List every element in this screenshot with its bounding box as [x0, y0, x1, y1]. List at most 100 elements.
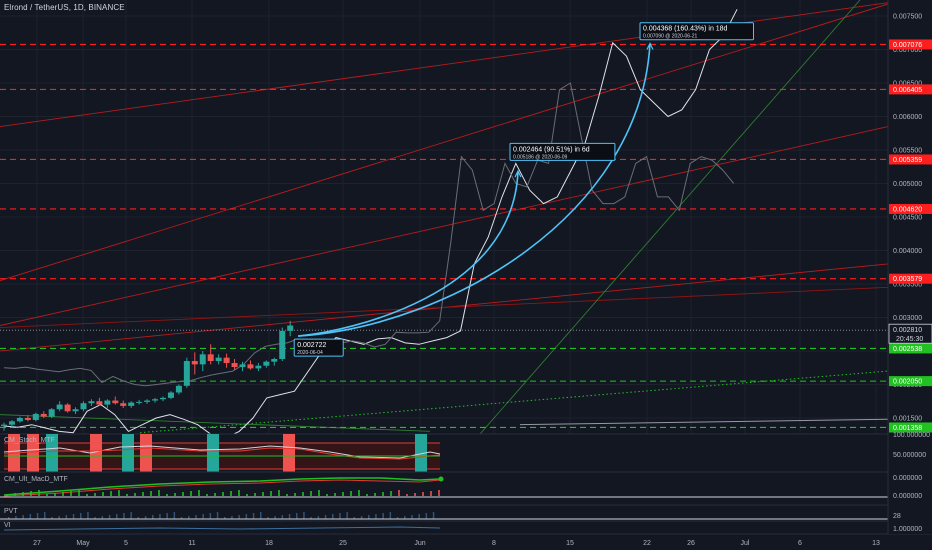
macd-hist — [14, 493, 16, 496]
candle-body — [167, 392, 174, 398]
candle — [40, 411, 47, 418]
candle-body — [271, 359, 278, 362]
projection-arrows — [298, 42, 654, 337]
candle-body — [64, 404, 71, 412]
macd-hist — [166, 494, 168, 496]
macd-hist — [198, 490, 200, 496]
pvt-bar — [80, 513, 82, 519]
candle — [271, 357, 278, 366]
candle-body — [136, 401, 143, 403]
level-tag — [889, 273, 932, 284]
annotation-box — [639, 22, 754, 41]
pvt-bar — [58, 516, 60, 519]
pvt-bar — [296, 513, 298, 519]
y-tick-label: 0.003000 — [893, 315, 922, 322]
candle-body — [255, 365, 262, 369]
macd-hist — [398, 490, 400, 496]
annotation-box — [293, 338, 344, 357]
macd-dot — [438, 476, 444, 482]
annotation-main: 0.002722 — [297, 342, 326, 349]
pvt-bar — [216, 512, 219, 519]
macd-hist — [430, 491, 432, 496]
stoch-bar — [140, 434, 152, 472]
pvt-bar — [22, 515, 24, 519]
candle — [263, 360, 270, 368]
macd-hist — [134, 493, 136, 496]
pvt-bar — [130, 512, 132, 519]
pvt-bar — [116, 514, 118, 519]
candle — [8, 419, 15, 428]
pvt-bar — [425, 513, 428, 519]
horizontal-levels — [0, 43, 888, 429]
candle-body — [8, 421, 15, 425]
annotation-main: 0.002464 (90.51%) in 6d — [513, 146, 590, 153]
pvt-bar — [36, 513, 39, 519]
candle — [48, 407, 55, 418]
candle-body — [215, 357, 222, 362]
candle-body — [231, 363, 238, 368]
macd-hist — [222, 492, 224, 496]
candle — [152, 397, 159, 403]
candle — [120, 400, 127, 408]
macd-hist — [254, 493, 256, 496]
pvt-bar — [209, 513, 212, 519]
macd-hist — [334, 493, 336, 496]
current-price-label: 0.002810 — [893, 327, 922, 334]
candle — [215, 354, 222, 365]
pvt-bar — [123, 513, 125, 519]
x-tick-label: 18 — [265, 540, 273, 547]
candle — [112, 396, 119, 405]
annotation-box — [509, 142, 616, 161]
x-tick-label: Jul — [741, 540, 750, 547]
level-tag-label: 0.002538 — [893, 346, 922, 353]
pvt-bar — [432, 512, 435, 519]
candle — [167, 391, 174, 400]
x-tick-label: 6 — [798, 540, 802, 547]
candle — [144, 399, 151, 404]
candle-body — [279, 330, 286, 360]
macd-pane-label: CM_Ult_MacD_MTF — [4, 476, 68, 483]
candle-body — [40, 413, 47, 417]
candle-body — [120, 403, 127, 406]
macd-hist — [326, 494, 328, 496]
candle — [279, 327, 286, 362]
pvt-bar — [396, 517, 399, 519]
x-tick-label: 26 — [687, 540, 695, 547]
y-tick-label: 0.005500 — [893, 148, 922, 155]
pvt-bar — [245, 514, 248, 519]
macd-hist — [438, 490, 440, 496]
pvt-bar — [15, 516, 17, 519]
candle — [231, 359, 238, 370]
symbol-title: Elrond / TetherUS, 1D, BINANCE — [4, 3, 125, 12]
pvt-pane-label: PVT — [4, 508, 18, 515]
candle-body — [128, 402, 135, 406]
pvt-bar — [404, 516, 406, 519]
macd-hist — [374, 493, 376, 496]
candle — [191, 352, 198, 375]
candle — [32, 412, 39, 422]
candle-body — [96, 401, 103, 405]
macd-hist — [142, 492, 144, 496]
candles — [1, 320, 294, 431]
pvt-bar — [368, 515, 370, 519]
price-axis[interactable]: 0.007500 0.007000 0.006500 0.006000 0.005500… — [887, 0, 932, 534]
pvt-bar — [8, 517, 10, 519]
y-tick-label: 0.007500 — [893, 14, 922, 21]
macd-hist — [302, 492, 304, 496]
macd-hist — [118, 490, 120, 496]
candle-body — [287, 325, 294, 331]
macd-hist — [190, 491, 192, 496]
level-tag — [889, 376, 932, 387]
candle-body — [16, 417, 23, 422]
level-tag — [889, 154, 932, 165]
stoch-bar — [90, 434, 102, 472]
macd-hist — [286, 494, 288, 496]
x-tick-label: Jun — [414, 540, 425, 547]
pane-tick-label: 0.000000 — [893, 493, 922, 500]
pvt-bar — [353, 517, 356, 519]
annotation-sub: 0.007090 @ 2020-06-21 — [643, 34, 698, 40]
pvt-bar — [339, 513, 341, 519]
time-axis[interactable]: 27 May 5 11 18 25 Jun 8 15 22 26 Jul 6 13 — [0, 535, 932, 550]
